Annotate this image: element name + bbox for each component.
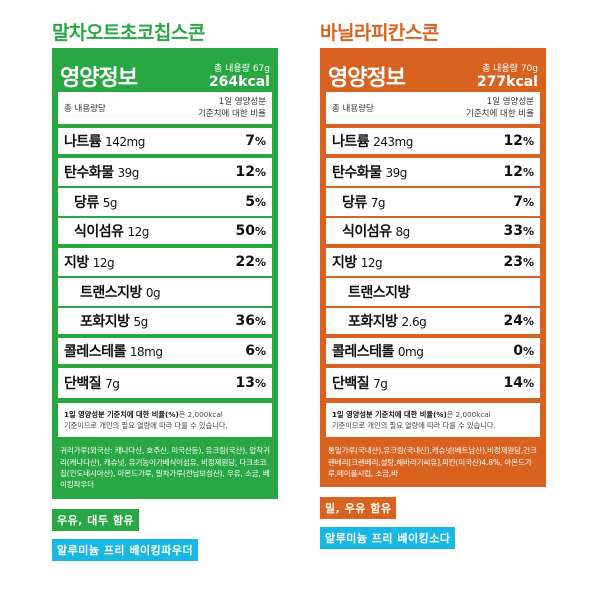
nutrition-label: 영양정보 총 내용량 70g 277kcal 총 내용량당 1일 영양성분 기준치… [320,48,546,488]
row-saturated-fat: 포화지방 5g 36% [58,308,272,338]
aluminum-free-tag: 알루미늄 프리 베이킹소다 [320,527,456,550]
product-name: 말차오트초코칩스콘 [52,22,205,44]
nutrition-panel: 총 내용량당 1일 영양성분 기준치에 대한 비율 나트륨 142mg 7% 탄수화물… [58,92,272,398]
nutrition-label: 영양정보 총 내용량 67g 264kcal 총 내용량당 1일 영양성분 기준치… [52,48,278,499]
product-column-right: 바닐라피칸스콘 영양정보 총 내용량 70g 277kcal 총 내용량당 1일… [320,0,546,550]
row-trans-fat: 트랜스지방 [326,278,540,308]
row-sugars: 당류 7g 7% [326,188,540,218]
calories: 277kcal [476,73,538,90]
total-size: 총 내용량 70g [481,63,538,74]
nutrition-header: 영양정보 총 내용량 70g 277kcal [326,54,540,92]
row-carbohydrate: 탄수화물 39g 12% [326,158,540,188]
footnote: 1일 영양성분 기준치에 대한 비율(%)은 2,000kcal 기준이므로 개인… [326,403,540,438]
row-cholesterol: 콜레스테롤 0mg 0% [326,338,540,368]
row-sodium: 나트륨 142mg 7% [58,128,272,158]
nutrition-title: 영양정보 [60,66,138,91]
column-header: 총 내용량당 1일 영양성분 기준치에 대한 비율 [58,92,272,128]
footnote: 1일 영양성분 기준치에 대한 비율(%)은 2,000kcal 기준이므로 개인… [58,403,272,438]
allergy-tag: 우유, 대두 함유 [52,508,140,531]
product-column-left: 말차오트초코칩스콘 영양정보 총 내용량 67g 264kcal 총 내용량당 … [52,0,278,561]
aluminum-free-tag: 알루미늄 프리 베이킹파우더 [52,538,199,561]
row-saturated-fat: 포화지방 2.6g 24% [326,308,540,338]
total-size: 총 내용량 67g [213,63,270,74]
column-header: 총 내용량당 1일 영양성분 기준치에 대한 비율 [326,92,540,128]
row-fiber: 식이섬유 12g 50% [58,218,272,248]
row-sugars: 당류 5g 5% [58,188,272,218]
allergy-tag: 밀, 우유 함유 [320,497,397,520]
product-name: 바닐라피칸스콘 [320,22,439,44]
row-cholesterol: 콜레스테롤 18mg 6% [58,338,272,368]
row-protein: 단백질 7g 13% [64,375,266,392]
row-trans-fat: 트랜스지방 0g [58,278,272,308]
row-fat: 지방 12g 22% [58,248,272,278]
nutrition-title: 영양정보 [328,66,406,91]
ingredients-list: 귀리가루(외국산: 캐나다산, 호주산, 미국산등), 유크림(국산), 압착귀… [60,446,270,490]
calories: 264kcal [208,73,270,90]
ingredients-list: 통밀가루(국내산),유크림(국내산),캐슈넛(베트남산),비정제원당,건크랜베리… [328,446,537,479]
row-protein: 단백질 7g 14% [332,375,534,392]
nutrition-panel: 총 내용량당 1일 영양성분 기준치에 대한 비율 나트륨 243mg 12% 탄수화… [326,92,540,398]
row-sodium: 나트륨 243mg 12% [326,128,540,158]
row-fat: 지방 12g 23% [326,248,540,278]
row-fiber: 식이섬유 8g 33% [326,218,540,248]
row-carbohydrate: 탄수화물 39g 12% [58,158,272,188]
nutrition-header: 영양정보 총 내용량 67g 264kcal [58,54,272,92]
